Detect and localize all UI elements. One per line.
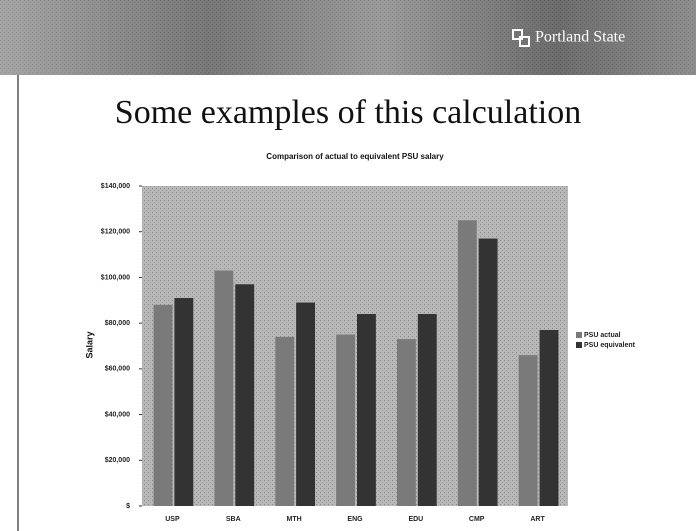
x-tick-label: MTH [287,516,302,523]
bar [174,298,194,506]
bar [357,314,376,506]
y-tick-label: $80,000 [105,320,130,327]
x-tick-label: EDU [408,516,423,523]
legend-swatch [576,332,582,338]
header-texture [0,0,696,75]
x-tick-label: ENG [347,516,363,523]
bar [539,330,559,506]
y-tick-label: $100,000 [101,274,130,281]
y-tick-label: $60,000 [105,366,130,373]
y-tick-label: $20,000 [105,457,130,464]
x-tick-label: SBA [226,516,241,523]
slide-title: Some examples of this calculation [115,94,581,131]
bar [478,238,498,507]
y-tick-label: $ [126,503,130,510]
y-axis-label: Salary [84,331,94,358]
chart-title: Comparison of actual to equivalent PSU s… [266,152,444,161]
bar [275,336,295,506]
bar [214,270,234,506]
bar [296,302,316,506]
bar [417,314,437,506]
x-tick-label: CMP [469,516,485,523]
y-tick-label: $40,000 [105,411,130,418]
bar [396,339,416,506]
bar [457,220,477,507]
x-tick-label: ART [530,516,545,523]
bar [153,304,173,506]
brand: Portland State [535,29,625,46]
bar [235,284,255,506]
x-tick-label: USP [165,516,180,523]
bar [518,355,538,506]
bar [336,334,355,506]
legend-label: PSU equivalent [584,342,636,349]
legend-label: PSU actual [584,332,621,339]
y-tick-label: $120,000 [101,229,130,236]
legend-swatch [576,342,582,348]
logo [512,29,530,47]
y-tick-label: $140,000 [101,183,130,190]
